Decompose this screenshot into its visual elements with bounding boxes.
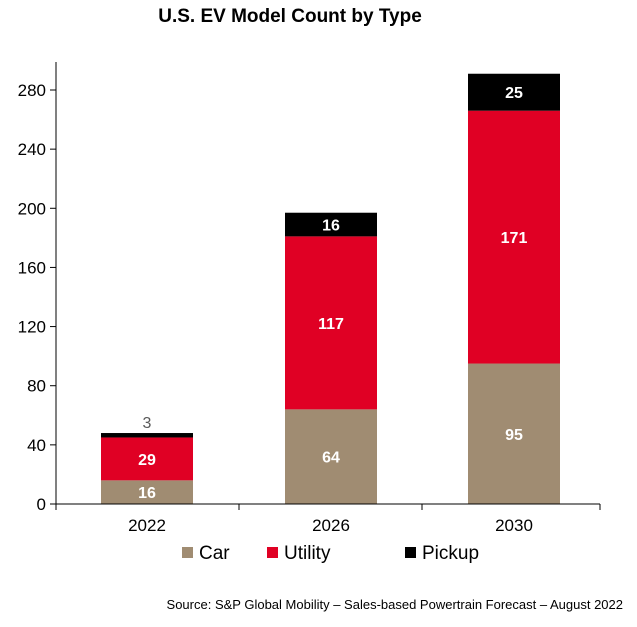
y-tick-label: 160 bbox=[18, 258, 46, 277]
legend-swatch bbox=[267, 547, 278, 558]
y-tick-label: 40 bbox=[27, 436, 46, 455]
bar-segment-pickup bbox=[101, 433, 193, 438]
data-label: 171 bbox=[501, 230, 528, 247]
bar-segment-car bbox=[468, 363, 560, 504]
data-label: 117 bbox=[318, 316, 344, 333]
bar-segment-pickup bbox=[468, 73, 560, 111]
x-tick-label: 2022 bbox=[128, 516, 166, 535]
bar-segment-utility bbox=[285, 236, 377, 410]
legend-item-utility: Utility bbox=[267, 543, 331, 564]
legend-item-pickup: Pickup bbox=[405, 543, 479, 564]
legend-swatch bbox=[405, 547, 416, 558]
data-label: 3 bbox=[143, 415, 152, 432]
y-tick-label: 120 bbox=[18, 318, 46, 337]
bar-segment-car bbox=[101, 480, 193, 504]
bar-segment-utility bbox=[101, 437, 193, 481]
source-note: Source: S&P Global Mobility – Sales-base… bbox=[166, 597, 623, 612]
y-axis: 0 40 80 120 160 200 240 280 bbox=[18, 62, 57, 514]
y-tick-label: 80 bbox=[27, 377, 46, 396]
bar-segment-car bbox=[285, 409, 377, 504]
data-label: 95 bbox=[505, 427, 523, 444]
legend-label: Utility bbox=[284, 543, 331, 564]
data-label: 16 bbox=[138, 485, 156, 502]
y-tick-label: 0 bbox=[37, 495, 46, 514]
bar-segment-utility bbox=[468, 110, 560, 364]
x-tick-label: 2026 bbox=[312, 516, 350, 535]
y-tick-label: 200 bbox=[18, 199, 46, 218]
bars: 16 29 3 64 117 16 95 171 25 bbox=[101, 73, 560, 504]
data-label: 16 bbox=[322, 218, 340, 235]
legend: Car Utility Pickup bbox=[182, 543, 479, 564]
y-tick-label: 280 bbox=[18, 81, 46, 100]
x-tick-label: 2030 bbox=[495, 516, 533, 535]
legend-swatch bbox=[182, 547, 193, 558]
legend-item-car: Car bbox=[182, 543, 230, 564]
data-label: 29 bbox=[138, 452, 156, 469]
x-axis: 2022 2026 2030 bbox=[55, 503, 601, 535]
chart-title: U.S. EV Model Count by Type bbox=[158, 6, 422, 27]
y-tick-label: 240 bbox=[18, 140, 46, 159]
legend-label: Pickup bbox=[422, 543, 479, 564]
legend-label: Car bbox=[199, 543, 230, 564]
data-label: 25 bbox=[505, 85, 523, 102]
data-label: 64 bbox=[322, 450, 340, 467]
bar-segment-pickup bbox=[285, 212, 377, 237]
